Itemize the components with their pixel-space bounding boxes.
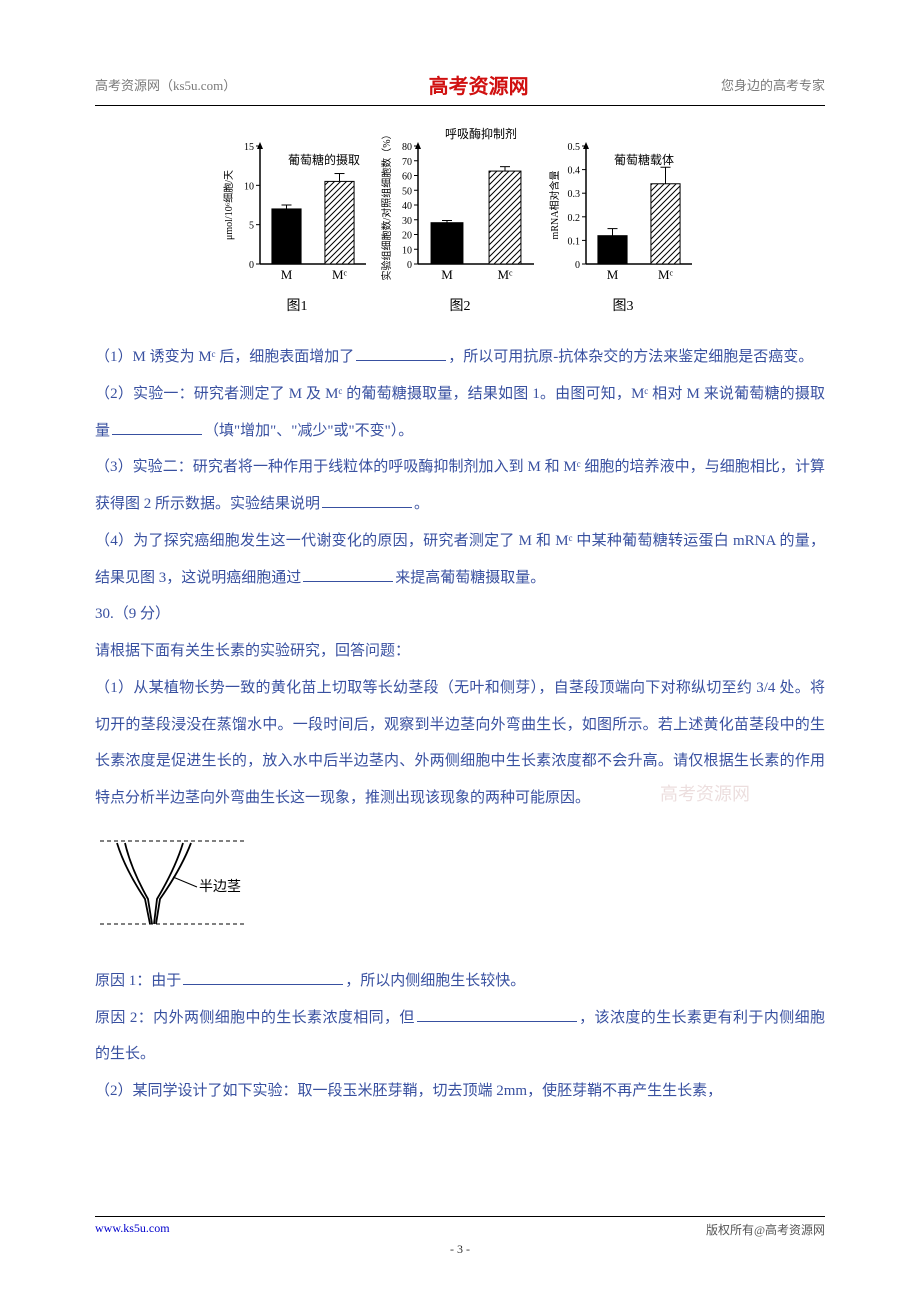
blank-1 <box>356 346 446 361</box>
page-header: 高考资源网（ks5u.com） 高考资源网 您身边的高考专家 <box>95 70 825 106</box>
chart-3: 0 0.1 0.2 0.3 0.4 0.5 M Mᶜ 葡萄糖载体 mRNA相对含量 图3 <box>548 126 698 315</box>
svg-text:0.4: 0.4 <box>568 166 581 177</box>
svg-text:实验组细胞数/对照组细胞数（%）: 实验组细胞数/对照组细胞数（%） <box>380 129 393 280</box>
chart-1-label: 图1 <box>287 295 308 315</box>
question-2: （2）实验一：研究者测定了 M 及 Mᶜ 的葡萄糖摄取量，结果如图 1。由图可知… <box>95 376 825 450</box>
svg-text:10: 10 <box>244 181 254 192</box>
r2-text-a: 原因 2：内外两侧细胞中的生长素浓度相同，但 <box>95 1010 415 1026</box>
blank-r1 <box>183 970 343 985</box>
r1-text-b: ，所以内侧细胞生长较快。 <box>345 973 525 989</box>
svg-text:40: 40 <box>402 201 412 212</box>
svg-text:70: 70 <box>402 157 412 168</box>
q1-text-a: （1）M 诱变为 Mᶜ 后，细胞表面增加了 <box>95 349 354 365</box>
question-3: （3）实验二：研究者将一种作用于线粒体的呼吸酶抑制剂加入到 M 和 Mᶜ 细胞的… <box>95 449 825 523</box>
chart-3-svg: 0 0.1 0.2 0.3 0.4 0.5 M Mᶜ 葡萄糖载体 mRNA相对含量 <box>548 126 698 291</box>
q1-text-b: ，所以可用抗原-抗体杂交的方法来鉴定细胞是否癌变。 <box>448 349 813 365</box>
page-footer: www.ks5u.com 版权所有@高考资源网 - 3 - <box>95 1216 825 1257</box>
chart-2: 0 10 20 30 40 50 60 70 80 M Mᶜ 呼吸酶抑制剂 实验组细胞数/对照组细胞数（… <box>380 126 540 315</box>
chart-3-label: 图3 <box>613 295 634 315</box>
svg-text:mRNA相对含量: mRNA相对含量 <box>548 171 561 240</box>
svg-text:M: M <box>281 267 293 282</box>
chart-2-svg: 0 10 20 30 40 50 60 70 80 M Mᶜ 呼吸酶抑制剂 实验组细胞数/对照组细胞数（… <box>380 126 540 291</box>
header-site-title: 高考资源网 <box>429 70 529 99</box>
svg-text:Mᶜ: Mᶜ <box>332 267 348 282</box>
reason-1: 原因 1：由于 ，所以内侧细胞生长较快。 <box>95 963 825 1000</box>
svg-text:呼吸酶抑制剂: 呼吸酶抑制剂 <box>445 126 517 141</box>
svg-text:M: M <box>607 267 619 282</box>
svg-text:0.2: 0.2 <box>568 213 581 224</box>
footer-copyright: 版权所有@高考资源网 <box>706 1221 825 1238</box>
q3-text-a: （3）实验二：研究者将一种作用于线粒体的呼吸酶抑制剂加入到 M 和 Mᶜ 细胞的… <box>95 459 825 512</box>
svg-text:葡萄糖载体: 葡萄糖载体 <box>614 152 674 167</box>
svg-text:0: 0 <box>575 260 580 271</box>
q3-text-b: 。 <box>414 496 429 512</box>
blank-3 <box>322 493 412 508</box>
header-left-text: 高考资源网（ks5u.com） <box>95 75 236 94</box>
svg-text:10: 10 <box>402 245 412 256</box>
blank-r2 <box>417 1007 577 1022</box>
blank-4 <box>303 567 393 582</box>
svg-text:Mᶜ: Mᶜ <box>658 267 674 282</box>
svg-text:15: 15 <box>244 142 254 153</box>
reason-2: 原因 2：内外两侧细胞中的生长素浓度相同，但，该浓度的生长素更有利于内侧细胞的生… <box>95 1000 825 1074</box>
header-right-text: 您身边的高考专家 <box>721 75 825 94</box>
chart-1-svg: 0 5 10 15 M Mᶜ 葡萄糖的摄取 μmol/10⁶细胞/天 <box>222 126 372 291</box>
blank-2 <box>112 420 202 435</box>
question-30-part2: （2）某同学设计了如下实验：取一段玉米胚芽鞘，切去顶端 2mm，使胚芽鞘不再产生… <box>95 1073 825 1110</box>
stem-diagram-svg: 半边茎 <box>95 829 255 944</box>
svg-text:0: 0 <box>249 260 254 271</box>
svg-text:0: 0 <box>407 260 412 271</box>
svg-text:0.1: 0.1 <box>568 236 581 247</box>
svg-text:80: 80 <box>402 142 412 153</box>
r1-text-a: 原因 1：由于 <box>95 973 181 989</box>
q4-text-b: 来提高葡萄糖摄取量。 <box>395 570 545 586</box>
svg-text:50: 50 <box>402 186 412 197</box>
svg-text:M: M <box>441 267 453 282</box>
footer-url: www.ks5u.com <box>95 1221 170 1238</box>
svg-text:5: 5 <box>249 221 254 232</box>
footer-page-number: - 3 - <box>95 1242 825 1257</box>
question-30-intro: 请根据下面有关生长素的实验研究，回答问题： <box>95 633 825 670</box>
page-content: 高考资源网（ks5u.com） 高考资源网 您身边的高考专家 0 5 10 15 M Mᶜ… <box>0 0 920 1170</box>
watermark-text: 高考资源网 <box>660 780 750 806</box>
svg-text:60: 60 <box>402 172 412 183</box>
svg-text:0.3: 0.3 <box>568 189 581 200</box>
svg-text:30: 30 <box>402 216 412 227</box>
svg-text:Mᶜ: Mᶜ <box>498 267 514 282</box>
chart-2-label: 图2 <box>450 295 471 315</box>
question-4: （4）为了探究癌细胞发生这一代谢变化的原因，研究者测定了 M 和 Mᶜ 中某种葡… <box>95 523 825 597</box>
svg-text:0.5: 0.5 <box>568 142 581 153</box>
question-1: （1）M 诱变为 Mᶜ 后，细胞表面增加了 ，所以可用抗原-抗体杂交的方法来鉴定细… <box>95 339 825 376</box>
stem-diagram: 半边茎 <box>95 829 825 949</box>
question-30-header: 30.（9 分） <box>95 596 825 633</box>
chart-1: 0 5 10 15 M Mᶜ 葡萄糖的摄取 μmol/10⁶细胞/天 图1 <box>222 126 372 315</box>
svg-text:半边茎: 半边茎 <box>199 879 241 895</box>
charts-row: 0 5 10 15 M Mᶜ 葡萄糖的摄取 μmol/10⁶细胞/天 图1 0 10 20 30 40… <box>95 126 825 315</box>
svg-text:μmol/10⁶细胞/天: μmol/10⁶细胞/天 <box>222 170 235 240</box>
svg-text:20: 20 <box>402 231 412 242</box>
svg-text:葡萄糖的摄取: 葡萄糖的摄取 <box>288 152 360 167</box>
footer-line: www.ks5u.com 版权所有@高考资源网 <box>95 1216 825 1238</box>
q2-text-b: （填"增加"、"减少"或"不变"）。 <box>204 423 413 439</box>
